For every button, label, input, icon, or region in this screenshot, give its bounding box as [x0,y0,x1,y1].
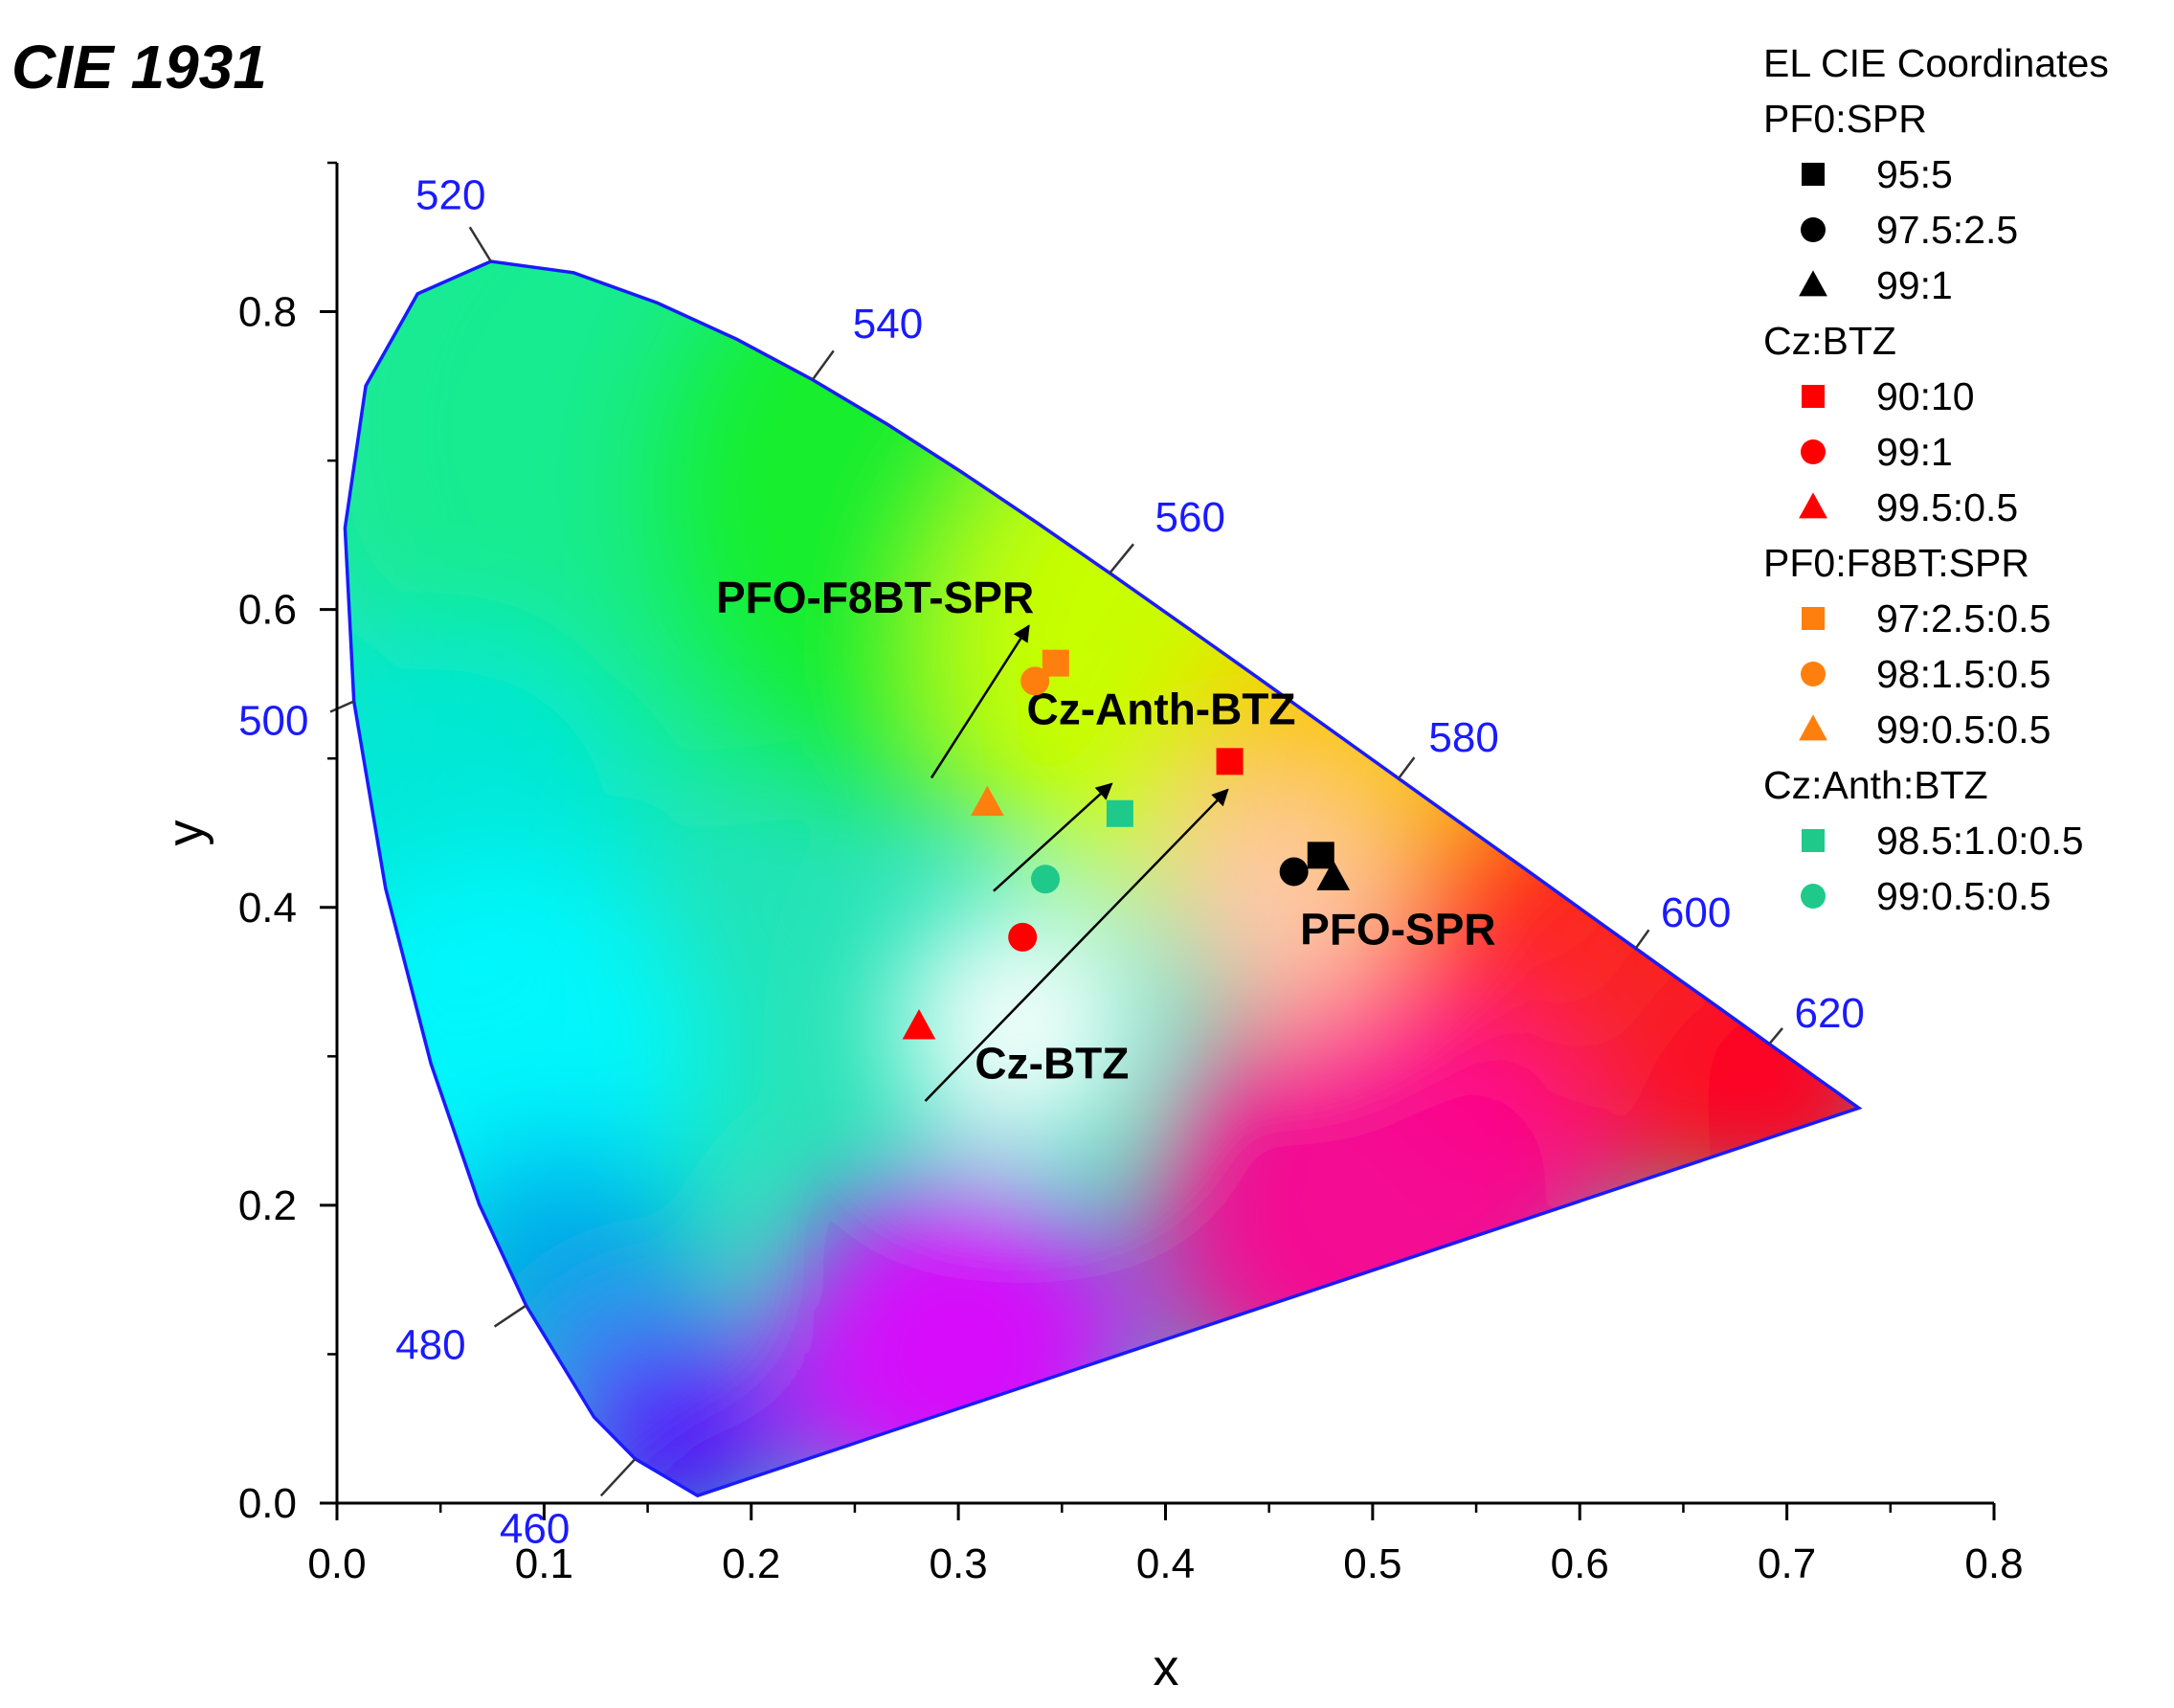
wavelength-tick [1634,929,1650,950]
legend-group-label: PF0:F8BT:SPR [1763,541,2029,585]
data-point-circle [1031,865,1061,894]
data-point-triangle [902,1008,936,1040]
legend-group-label: PF0:SPR [1763,97,1927,141]
data-point-square [1106,799,1133,827]
wavelength-tick [811,349,835,381]
y-tick-label: 0.4 [238,885,297,932]
gamut-blob [554,1315,783,1496]
legend-entry-label: 97:2.5:0.5 [1876,596,2051,640]
data-point-square [1216,748,1244,775]
legend-group-label: Cz:Anth:BTZ [1763,763,1988,807]
annotation-arrow [924,788,1229,1102]
gamut-blob [1649,949,1859,1224]
legend-marker-triangle [1799,492,1827,519]
legend-marker-triangle [1799,270,1827,297]
data-point-circle [1020,666,1050,696]
wavelength-labels: 460 480 500 520 540 560 580 600 620 [238,172,1865,1553]
annotations: PFO-F8BT-SPR Cz-Anth-BTZ PFO-SPR Cz-BTZ [716,573,1496,1089]
legend-marker-circle [1801,884,1826,909]
spectral-locus-outline [343,259,1863,1498]
legend-marker-circle [1801,439,1826,464]
annotation-label: Cz-Anth-BTZ [1027,684,1296,733]
wavelength-label: 480 [395,1322,465,1369]
data-points [902,649,1351,1040]
legend-marker-square [1802,385,1825,408]
data-point-square [1307,842,1334,869]
wavelength-label: 560 [1155,494,1225,541]
legend-entry-label: 98:1.5:0.5 [1876,652,2051,696]
legend-entry-label: 90:10 [1876,374,1975,418]
data-point-triangle [971,785,1004,817]
wavelength-label: 520 [415,172,485,219]
x-tick-label: 0.2 [722,1540,780,1587]
wavelength-label: 460 [500,1505,570,1552]
data-point-circle [1008,922,1038,952]
legend-entry-label: 99.5:0.5 [1876,485,2018,529]
wavelength-tick [1768,1027,1783,1045]
wavelength-label: 500 [238,697,308,744]
y-tick-label: 0.6 [238,587,297,634]
wavelength-label: 580 [1428,714,1498,761]
arrows [924,624,1229,1102]
annotation-label: Cz-BTZ [975,1039,1129,1089]
wavelength-tick [599,1457,637,1497]
x-tick-label: 0.4 [1136,1540,1195,1587]
data-point-circle [1279,857,1309,887]
x-tick-label: 0.7 [1758,1540,1816,1587]
legend-title: EL CIE Coordinates [1763,41,2109,85]
y-tick-label: 0.0 [238,1480,297,1527]
axes: 0.0 0.1 0.2 0.3 0.4 0.5 0.6 0.7 0.8 0.0 0.2 0.4 0.6 0… [238,161,2024,1587]
annotation-arrow [930,624,1030,779]
gamut-blob [775,1172,1141,1496]
gamut-blend [345,261,1859,1496]
annotation-label: PFO-F8BT-SPR [716,573,1034,622]
y-axis-title: y [157,820,214,846]
x-tick-label: 0.3 [930,1540,988,1587]
chart-title: CIE 1931 [11,33,267,101]
legend-marker-circle [1801,662,1826,686]
legend-marker-triangle [1799,714,1827,741]
legend: EL CIE Coordinates PF0:SPR 95:5 97.5:2.5 99:… [1763,41,2109,918]
wavelength-label: 620 [1794,990,1864,1037]
legend-marker-square [1802,163,1825,186]
legend-entry-label: 97.5:2.5 [1876,208,2018,252]
x-tick-label: 0.1 [515,1540,573,1587]
wavelength-tick [1109,543,1135,574]
legend-entry-label: 98.5:1.0:0.5 [1876,819,2084,863]
legend-entry-label: 99:1 [1876,430,1953,474]
y-tick-label: 0.8 [238,289,297,336]
x-tick-label: 0.6 [1551,1540,1609,1587]
legend-entry-label: 99:1 [1876,263,1953,307]
wavelength-tick [493,1304,527,1328]
gamut-blob [895,901,1146,1153]
x-tick-label: 0.5 [1343,1540,1401,1587]
legend-entry-label: 99:0.5:0.5 [1876,708,2051,752]
wavelength-label: 600 [1661,889,1731,936]
legend-marker-square [1802,607,1825,630]
y-tick-label: 0.2 [238,1182,297,1229]
legend-group-label: Cz:BTZ [1763,319,1896,363]
x-axis-title: x [1154,1639,1179,1697]
x-tick-label: 0.8 [1964,1540,2023,1587]
data-point-triangle [1316,860,1351,890]
legend-marker-square [1802,829,1825,852]
wavelength-tick [1397,756,1416,779]
legend-entry-label: 99:0.5:0.5 [1876,874,2051,918]
annotation-label: PFO-SPR [1300,905,1495,955]
wavelength-tick [468,226,492,262]
gamut-blob [1144,977,1601,1433]
annotation-arrow [993,782,1113,892]
wavelength-tick [329,700,355,713]
legend-marker-circle [1801,217,1826,242]
x-tick-label: 0.0 [307,1540,366,1587]
wavelength-label: 540 [853,301,923,348]
legend-entry-label: 95:5 [1876,152,1953,196]
data-point-square [1042,649,1069,677]
gamut-color-fill [345,261,1859,1496]
